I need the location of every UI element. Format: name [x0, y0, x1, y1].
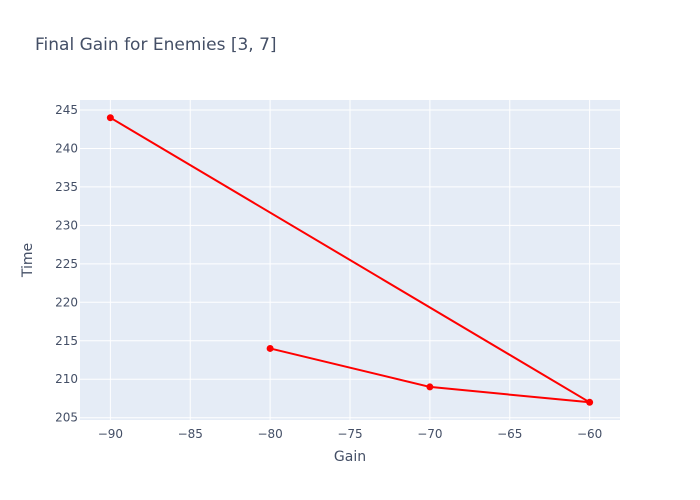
data-point: [106, 114, 114, 122]
x-tick-label: −75: [337, 427, 362, 441]
data-point: [426, 383, 434, 391]
y-tick-label: 210: [55, 372, 78, 386]
x-tick-label: −70: [417, 427, 442, 441]
y-tick-labels: 205 210 215 220 225 230 235 240 245: [55, 103, 78, 425]
x-tick-label: −90: [98, 427, 123, 441]
y-tick-label: 240: [55, 141, 78, 155]
y-tick-label: 235: [55, 180, 78, 194]
points-layer: [106, 114, 594, 406]
y-axis-label: Time: [20, 243, 36, 278]
series-line: [109, 116, 591, 404]
x-tick-label: −85: [178, 427, 203, 441]
x-tick-label: −65: [497, 427, 522, 441]
y-tick-label: 225: [55, 257, 78, 271]
data-point: [266, 344, 274, 352]
data-point: [586, 398, 594, 406]
chart-title: Final Gain for Enemies [3, 7]: [35, 35, 277, 55]
y-tick-label: 205: [55, 411, 78, 425]
grid-lines: [80, 100, 620, 420]
x-tick-label: −80: [257, 427, 282, 441]
x-axis-label: Gain: [334, 449, 366, 465]
x-tick-label: −60: [577, 427, 602, 441]
x-tick-labels: −90 −85 −80 −75 −70 −65 −60: [98, 427, 603, 441]
y-tick-label: 215: [55, 334, 78, 348]
y-tick-label: 220: [55, 295, 78, 309]
series-layer: [109, 116, 591, 404]
y-tick-label: 245: [55, 103, 78, 117]
y-tick-label: 230: [55, 218, 78, 232]
